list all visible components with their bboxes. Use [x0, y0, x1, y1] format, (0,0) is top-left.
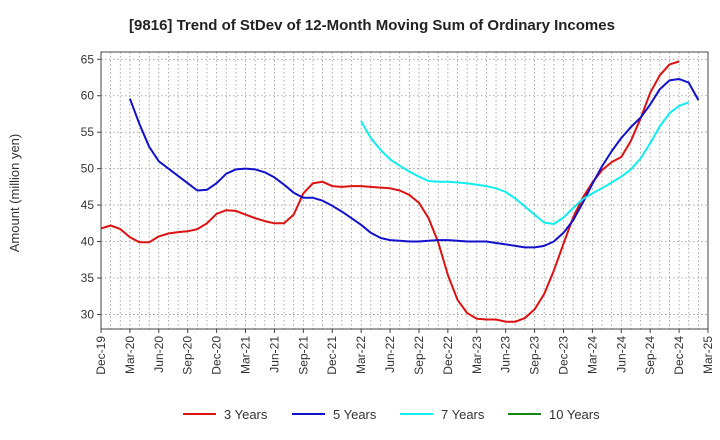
x-tick-label: Jun-24: [614, 336, 628, 373]
series-line-3-years: [100, 60, 680, 323]
series-lines: [100, 60, 700, 323]
legend-label: 10 Years: [549, 407, 600, 422]
y-tick-label: 60: [81, 89, 95, 103]
x-tick-label: Jun-20: [152, 336, 166, 373]
plot-frame: [100, 51, 709, 330]
legend-label: 3 Years: [224, 407, 268, 422]
x-tick-label: Mar-22: [354, 336, 368, 374]
y-tick-label: 45: [81, 198, 95, 212]
y-axis-ticks: 30 35 40 45 50 55 60 65: [81, 52, 101, 321]
x-tick-label: Sep-22: [412, 336, 426, 375]
legend-label: 7 Years: [441, 407, 485, 422]
x-tick-label: Jun-23: [499, 336, 513, 373]
x-tick-label: Mar-20: [123, 336, 137, 374]
x-tick-label: Dec-23: [556, 336, 570, 375]
x-tick-label: Dec-20: [210, 336, 224, 375]
x-tick-label: Sep-20: [181, 336, 195, 375]
x-tick-label: Jun-22: [383, 336, 397, 373]
x-tick-label: Sep-21: [296, 336, 310, 375]
y-tick-label: 35: [81, 271, 95, 285]
x-tick-label: Mar-25: [701, 336, 715, 374]
y-tick-label: 55: [81, 125, 95, 139]
legend-label: 5 Years: [333, 407, 377, 422]
x-tick-label: Dec-19: [94, 336, 108, 375]
x-tick-label: Sep-24: [643, 336, 657, 375]
series-line-7-years: [360, 101, 690, 225]
grid-lines: [101, 52, 708, 329]
y-tick-label: 30: [81, 307, 95, 321]
y-axis-label: Amount (million yen): [7, 134, 22, 253]
chart-title: [9816] Trend of StDev of 12-Month Moving…: [129, 17, 615, 34]
y-tick-label: 65: [81, 52, 95, 66]
x-tick-label: Dec-22: [441, 336, 455, 375]
x-tick-label: Jun-21: [267, 336, 281, 373]
y-tick-label: 40: [81, 235, 95, 249]
x-tick-label: Mar-23: [470, 336, 484, 374]
x-tick-label: Sep-23: [528, 336, 542, 375]
x-tick-label: Mar-21: [239, 336, 253, 374]
y-tick-label: 50: [81, 162, 95, 176]
x-tick-label: Dec-21: [325, 336, 339, 375]
legend: 3 Years 5 Years 7 Years 10 Years: [183, 407, 600, 422]
x-axis-ticks: Dec-19 Mar-20 Jun-20 Sep-20 Dec-20 Mar-21 Jun-…: [94, 329, 715, 375]
series-line-5-years: [128, 78, 700, 249]
x-tick-label: Mar-24: [585, 336, 599, 374]
x-tick-label: Dec-24: [672, 336, 686, 375]
